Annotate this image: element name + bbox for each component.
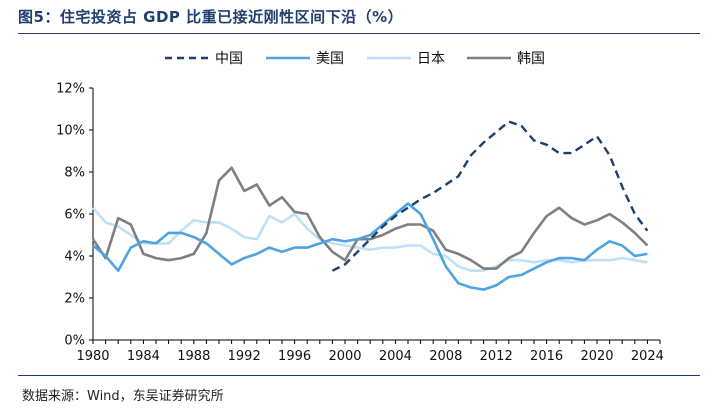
x-tick-label: 2024	[631, 349, 664, 364]
x-tick-label: 2012	[480, 349, 513, 364]
x-tick-label: 2000	[328, 349, 361, 364]
y-tick-label: 6%	[64, 208, 85, 223]
y-tick-label: 12%	[56, 82, 85, 97]
figure-title: 图5：住宅投资占 GDP 比重已接近刚性区间下沿（%）	[18, 8, 404, 26]
series-line-0	[331, 120, 649, 272]
x-tick-label: 1980	[76, 349, 109, 364]
title-rule	[18, 33, 700, 34]
legend-label-2: 日本	[417, 51, 445, 67]
legend-label-1: 美国	[316, 51, 344, 67]
source-note: 数据来源：Wind，东吴证券研究所	[22, 389, 224, 404]
x-tick-label: 2016	[530, 349, 563, 364]
plot-lines	[91, 120, 649, 291]
x-tick-label: 2004	[379, 349, 412, 364]
y-tick-label: 0%	[64, 334, 85, 349]
x-tick-label: 1988	[177, 349, 210, 364]
x-tick-label: 2008	[429, 349, 462, 364]
y-axis: 0% 2% 4% 6% 8% 10% 12%	[56, 82, 94, 349]
legend: 中国 美国 日本 韩国	[165, 51, 545, 67]
x-tick-label: 1996	[278, 349, 311, 364]
x-tick-label: 1984	[127, 349, 160, 364]
x-tick-label: 2020	[580, 349, 613, 364]
source-rule	[18, 375, 700, 376]
y-tick-label: 10%	[56, 124, 85, 139]
legend-label-3: 韩国	[517, 51, 545, 67]
x-tick-label: 1992	[228, 349, 261, 364]
y-tick-label: 2%	[64, 292, 85, 307]
x-axis: 1980 1984 1988 1992 1996 2000 2004 2008 2012 2016…	[76, 339, 664, 364]
y-tick-label: 8%	[64, 166, 85, 181]
series-line-1	[92, 202, 648, 291]
legend-label-0: 中国	[215, 51, 243, 67]
series-line-3	[91, 166, 649, 270]
y-tick-label: 4%	[64, 250, 85, 265]
